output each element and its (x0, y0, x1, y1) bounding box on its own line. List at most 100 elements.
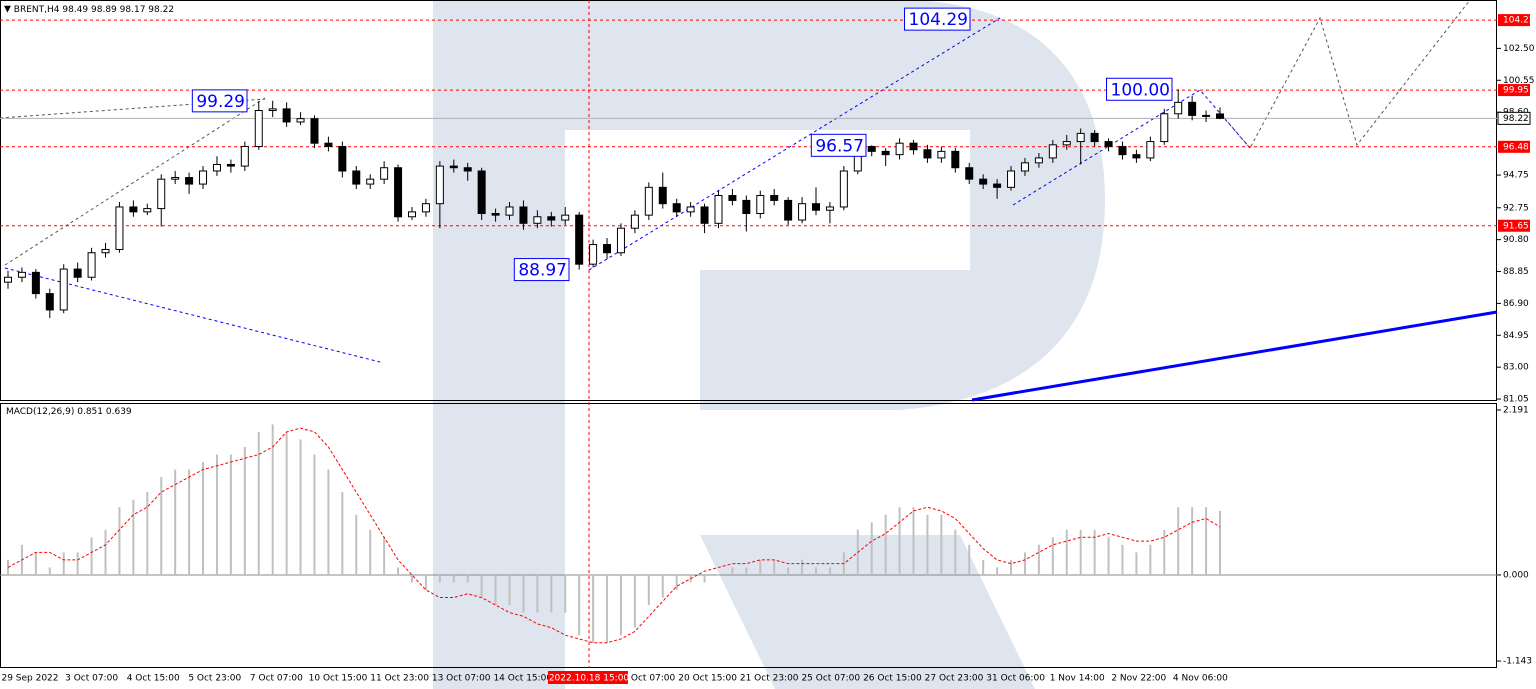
macd-bar (132, 499, 135, 575)
candle-body (171, 177, 180, 180)
candle-body (115, 206, 124, 250)
macd-bar (174, 469, 177, 575)
macd-bar (160, 477, 163, 575)
price-annotation-box (904, 7, 971, 31)
macd-bar (146, 492, 149, 575)
watermark (433, 0, 1105, 689)
x-tick-label: 1 Nov 14:00 (1050, 674, 1105, 684)
candle-body (45, 293, 54, 311)
candle-body (1076, 132, 1085, 143)
candle-body (1118, 145, 1127, 156)
candle-body (226, 163, 235, 167)
candle-body (770, 195, 779, 201)
x-tick-label: 21 Oct 23:00 (740, 674, 799, 684)
candle-body (1062, 141, 1071, 146)
support-line (971, 310, 1498, 402)
candle-body (477, 170, 486, 214)
candle-body (993, 183, 1002, 188)
candle-body (310, 118, 319, 144)
macd-bar (1037, 544, 1040, 575)
candle-body (254, 110, 263, 147)
candle-body (812, 203, 820, 211)
symbol: BRENT,H4 (14, 5, 60, 15)
macd-bar (271, 424, 274, 575)
macd-bar (313, 454, 316, 575)
macd-bar (104, 529, 107, 575)
y-tick-label: 100.55 (1503, 76, 1535, 86)
x-tick-label: 26 Oct 15:00 (863, 674, 922, 684)
candle-body (463, 167, 472, 172)
macd-bar (1121, 544, 1124, 575)
macd-bar (982, 559, 985, 575)
signal-value: 0.639 (106, 407, 132, 417)
macd-bar (731, 567, 734, 575)
macd-bar (508, 574, 511, 606)
macd-value: 0.851 (77, 407, 103, 417)
macd-header: MACD(12,26,9) 0.851 0.639 (6, 407, 132, 417)
candle-body (839, 170, 848, 208)
macd-bar (606, 574, 609, 643)
macd-bar (90, 537, 93, 575)
macd-tick-label: 2.191 (1503, 406, 1529, 416)
candle-body (979, 178, 988, 185)
candle-body (282, 108, 291, 123)
macd-bar (815, 567, 817, 575)
candle-body (672, 203, 681, 213)
candle-body (561, 214, 570, 221)
macd-bar (257, 431, 260, 575)
macd-bar (1163, 529, 1166, 575)
candle-body (4, 276, 12, 283)
price-annotation: 99.29 (196, 92, 245, 112)
candle-body (1132, 154, 1141, 159)
macd-bar (341, 492, 344, 575)
y-tick-label: 94.75 (1503, 171, 1529, 181)
candle-body (1090, 132, 1099, 143)
y-tick-label: 88.85 (1503, 267, 1529, 277)
macd-signal (7, 427, 1221, 644)
macd-bar (787, 567, 790, 575)
candle-body (700, 206, 709, 224)
macd-bar (48, 567, 51, 575)
chart-header: ▼ BRENT,H4 98.49 98.89 98.17 98.22 (4, 5, 174, 15)
x-tick-label: 7 Oct 07:00 (250, 674, 303, 684)
candle-body (101, 248, 110, 254)
macd-bar (369, 529, 372, 575)
x-tick-label: 13 Oct 07:00 (432, 674, 491, 684)
macd-bar (202, 462, 205, 575)
macd-bar (773, 559, 776, 575)
macd-bar (397, 567, 400, 575)
candle-body (728, 195, 737, 201)
candle-body (31, 271, 40, 295)
macd-bar (536, 574, 539, 613)
candle-body (1048, 144, 1057, 159)
macd-bar (424, 574, 427, 591)
macd-bar (801, 559, 804, 575)
candle-body (630, 214, 639, 229)
price-tag (1497, 111, 1531, 125)
candle-body (296, 118, 305, 123)
candle-body (505, 206, 514, 216)
level-label: 96.48 (1503, 142, 1529, 152)
x-tick-label: 27 Oct 23:00 (925, 674, 984, 684)
x-tick-label: 3 Oct 07:00 (65, 674, 118, 684)
macd-bar (1051, 537, 1054, 575)
x-tick-label: 5 Oct 23:00 (188, 674, 241, 684)
macd-bar (884, 514, 887, 575)
macd-bar (118, 507, 121, 575)
x-tick-label: 31 Oct 06:00 (986, 674, 1045, 684)
macd-bar (494, 574, 497, 606)
level-tag (1498, 219, 1530, 232)
high: 98.89 (91, 5, 117, 15)
candle-body (909, 142, 918, 151)
candle-body (491, 212, 500, 216)
candle-body (157, 178, 166, 210)
candle-body (686, 206, 695, 213)
macd-tick-label: 0.000 (1503, 570, 1529, 580)
x-tick-label: 10 Oct 15:00 (309, 674, 368, 684)
candle-body (923, 149, 932, 159)
candle-body (408, 211, 416, 218)
macd-bar (954, 529, 957, 575)
macd-bar (1023, 552, 1026, 575)
candle-body (380, 167, 389, 180)
candle-body (143, 208, 152, 213)
